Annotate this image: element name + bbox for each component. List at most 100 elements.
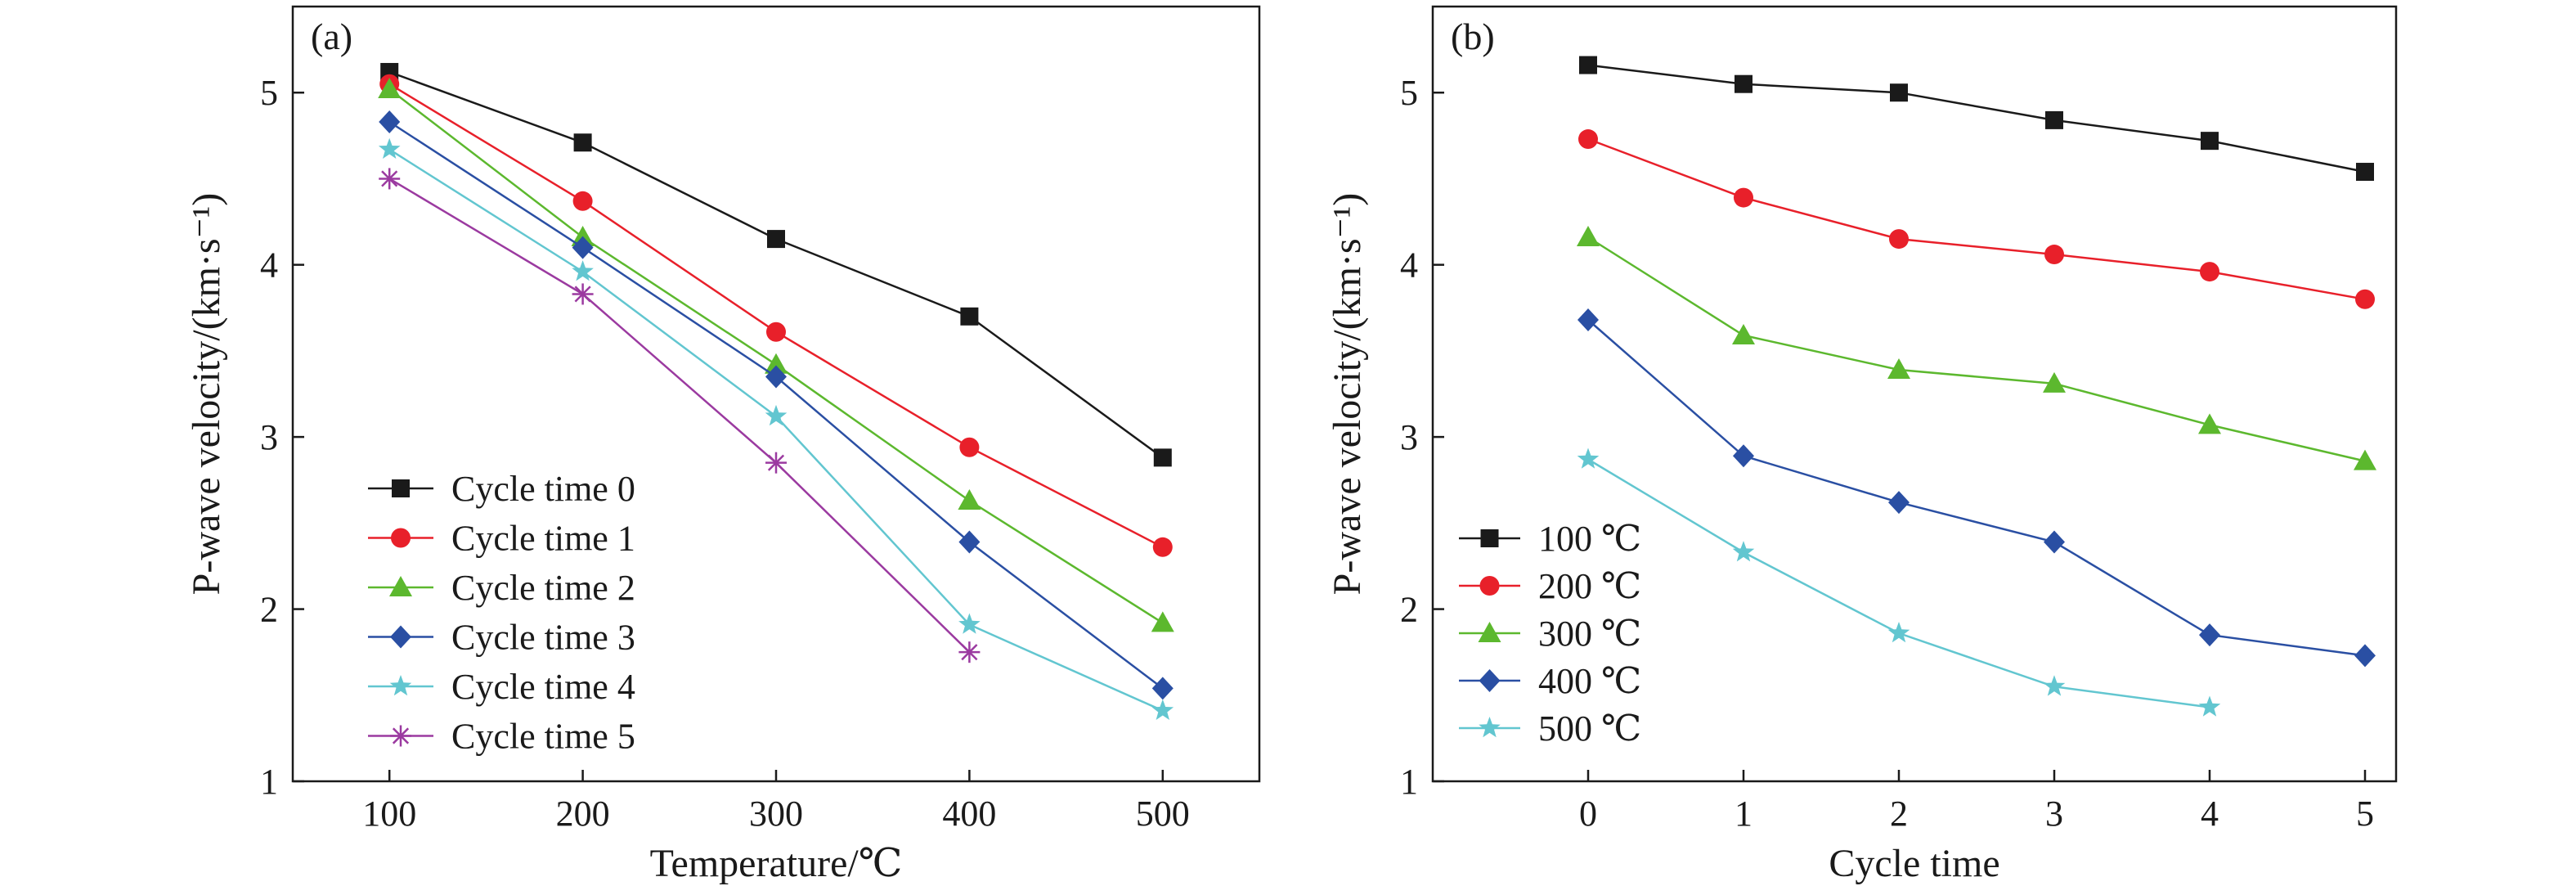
legend-label: Cycle time 2 xyxy=(451,568,635,608)
series-3 xyxy=(379,110,1174,700)
panel-label: (a) xyxy=(311,16,352,57)
x-axis-title: Temperature/℃ xyxy=(650,842,903,885)
legend-item: 200 ℃ xyxy=(1459,566,1641,606)
asterisk-stroke xyxy=(767,454,785,471)
x-tick-label: 300 xyxy=(749,794,803,834)
data-point xyxy=(378,78,402,99)
y-axis-title: P-wave velocity/(km·s⁻¹) xyxy=(1326,193,1369,596)
data-point xyxy=(2045,110,2063,129)
legend-marker xyxy=(1478,622,1501,642)
data-point xyxy=(766,322,786,342)
y-tick-label: 1 xyxy=(1400,762,1418,802)
data-point xyxy=(1579,56,1597,74)
series-line xyxy=(1587,64,2366,173)
data-point xyxy=(2356,163,2374,182)
y-tick-label: 2 xyxy=(260,590,278,630)
asterisk-stroke xyxy=(961,644,978,661)
data-point xyxy=(1732,541,1755,562)
data-point xyxy=(572,236,594,259)
legend-label: Cycle time 0 xyxy=(451,469,635,509)
series-line xyxy=(1587,236,2366,462)
data-point xyxy=(571,225,595,246)
x-tick-label: 1 xyxy=(1735,794,1752,834)
legend-item: Cycle time 0 xyxy=(368,469,635,509)
data-point xyxy=(1577,308,1599,332)
data-point xyxy=(2043,675,2066,696)
y-tick-label: 3 xyxy=(260,417,278,457)
series-2 xyxy=(1577,225,2376,470)
panel-label: (b) xyxy=(1451,16,1495,57)
y-tick-label: 2 xyxy=(1400,590,1418,630)
legend-label: 100 ℃ xyxy=(1538,519,1641,559)
x-tick-label: 4 xyxy=(2201,794,2219,834)
legend-label: Cycle time 5 xyxy=(451,717,635,757)
data-point xyxy=(379,168,401,190)
legend-label: 500 ℃ xyxy=(1538,708,1641,749)
data-point xyxy=(765,452,787,474)
legend-item: Cycle time 2 xyxy=(368,568,635,608)
legend-marker xyxy=(1479,717,1501,738)
panel-b: 0 1 2 3 4 5 1 2 3 4 5 Cycle time P-wave velocity/(km… xyxy=(1326,5,2398,885)
data-point xyxy=(2355,289,2375,309)
legend-marker xyxy=(391,528,411,548)
legend-label: Cycle time 1 xyxy=(451,519,635,559)
data-point xyxy=(573,133,592,152)
plot-frame xyxy=(1431,5,2398,783)
series-line xyxy=(1587,319,2366,657)
data-point xyxy=(2199,623,2220,647)
data-point xyxy=(1577,448,1600,469)
data-point xyxy=(765,353,788,374)
data-point xyxy=(767,230,785,249)
data-point xyxy=(1577,225,1600,246)
legend-item: 500 ℃ xyxy=(1459,708,1641,749)
data-point xyxy=(572,260,594,281)
data-point xyxy=(1151,699,1174,720)
series-4 xyxy=(1577,448,2221,717)
legend-item: Cycle time 4 xyxy=(368,667,635,707)
data-point xyxy=(379,110,401,133)
series-3 xyxy=(1577,308,2376,668)
x-tick-label: 100 xyxy=(362,794,416,834)
legend-marker xyxy=(389,576,412,596)
legend-marker xyxy=(1480,529,1499,547)
data-point xyxy=(959,437,980,457)
data-point xyxy=(572,191,593,211)
series-2 xyxy=(378,78,1174,632)
legend-item: Cycle time 5 xyxy=(368,717,635,757)
legend-marker xyxy=(390,625,411,649)
data-point xyxy=(1733,444,1754,468)
asterisk-stroke xyxy=(381,170,398,187)
legend-label: 300 ℃ xyxy=(1538,614,1641,654)
data-point xyxy=(2044,245,2064,265)
x-tick-label: 2 xyxy=(1890,794,1908,834)
data-point xyxy=(378,137,401,159)
data-point xyxy=(2043,371,2066,393)
legend-item: Cycle time 3 xyxy=(368,618,635,658)
legend-item: 400 ℃ xyxy=(1459,661,1641,701)
asterisk-stroke xyxy=(392,727,410,744)
data-point xyxy=(2201,132,2219,151)
legend: 100 ℃ 200 ℃ 300 ℃ 400 ℃ 500 ℃ xyxy=(1459,519,1641,749)
data-point xyxy=(1734,187,1753,208)
data-point xyxy=(958,488,981,510)
data-point xyxy=(572,283,594,305)
data-point xyxy=(1889,229,1909,250)
data-point xyxy=(1152,537,1173,557)
data-point xyxy=(1732,323,1755,344)
legend-label: 400 ℃ xyxy=(1538,661,1641,701)
y-tick-label: 5 xyxy=(260,73,278,113)
data-point xyxy=(1735,74,1752,93)
legend-label: 200 ℃ xyxy=(1538,566,1641,606)
data-point xyxy=(2198,413,2221,434)
data-point xyxy=(2354,644,2376,668)
data-point xyxy=(1888,491,1910,515)
data-point xyxy=(765,404,788,426)
asterisk-stroke xyxy=(574,286,591,303)
series-5 xyxy=(379,168,981,663)
legend-marker xyxy=(1479,669,1501,692)
data-point xyxy=(960,307,979,326)
x-tick-label: 500 xyxy=(1136,794,1190,834)
data-point xyxy=(2354,449,2376,470)
y-tick-label: 3 xyxy=(1400,417,1418,457)
